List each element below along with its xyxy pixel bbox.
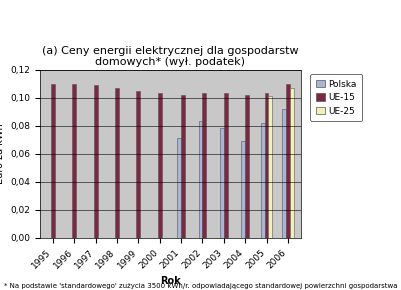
Bar: [241, 141, 245, 238]
Bar: [290, 88, 294, 238]
Bar: [282, 109, 286, 238]
Bar: [269, 96, 272, 238]
X-axis label: Rok: Rok: [160, 276, 181, 286]
Bar: [51, 84, 55, 238]
Bar: [286, 84, 290, 238]
Bar: [203, 93, 207, 238]
Bar: [265, 93, 269, 238]
Text: * Na podstawie 'standardowego' zużycia 3500 kWh/r. odpowiadającego standardowej : * Na podstawie 'standardowego' zużycia 3…: [4, 282, 397, 289]
Bar: [115, 88, 119, 238]
Bar: [136, 90, 140, 238]
Bar: [220, 128, 224, 238]
Bar: [261, 123, 265, 238]
Legend: Polska, UE-15, UE-25: Polska, UE-15, UE-25: [310, 74, 363, 121]
Bar: [198, 122, 203, 238]
Bar: [94, 85, 97, 238]
Bar: [158, 93, 162, 238]
Y-axis label: Euro za kWh: Euro za kWh: [0, 123, 5, 184]
Bar: [181, 95, 185, 238]
Bar: [245, 95, 249, 238]
Bar: [72, 84, 76, 238]
Bar: [224, 93, 228, 238]
Title: (a) Ceny energii elektrycznej dla gospodarstw
domowych* (wył. podatek): (a) Ceny energii elektrycznej dla gospod…: [42, 46, 299, 68]
Bar: [177, 138, 181, 238]
